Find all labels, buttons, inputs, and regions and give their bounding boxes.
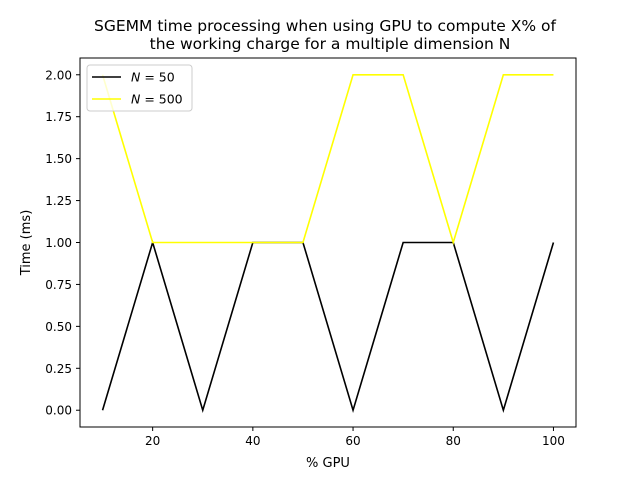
legend-label-variable: N bbox=[131, 92, 141, 107]
x-tick-label: 60 bbox=[345, 434, 360, 448]
x-tick-label: 40 bbox=[245, 434, 260, 448]
legend-label: N = 50 bbox=[131, 70, 175, 85]
y-tick-label: 1.25 bbox=[45, 194, 72, 208]
x-tick-label: 100 bbox=[542, 434, 565, 448]
x-tick-label: 20 bbox=[145, 434, 160, 448]
legend-label-value: = 50 bbox=[140, 70, 174, 85]
legend: N = 50N = 500 bbox=[86, 64, 193, 112]
series-line-n500 bbox=[101, 73, 554, 246]
legend-label: N = 500 bbox=[131, 92, 183, 107]
chart-title-line-1: SGEMM time processing when using GPU to … bbox=[94, 17, 556, 35]
y-tick-label: 0.75 bbox=[45, 278, 72, 292]
x-axis-ticks: 20 40 60 80 100 bbox=[145, 427, 565, 448]
legend-label-value: = 500 bbox=[140, 92, 182, 107]
x-tick-label: 80 bbox=[446, 434, 461, 448]
legend-label-variable: N bbox=[131, 70, 141, 85]
chart-title-line-2: the working charge for a multiple dimens… bbox=[150, 35, 511, 53]
y-tick-label: 2.00 bbox=[45, 68, 72, 82]
y-axis-label: Time (ms) bbox=[19, 210, 34, 277]
y-tick-label: 1.50 bbox=[45, 152, 72, 166]
y-tick-label: 0.50 bbox=[45, 320, 72, 334]
y-tick-label: 1.00 bbox=[45, 236, 72, 250]
y-tick-label: 1.75 bbox=[45, 110, 72, 124]
y-tick-label: 0.25 bbox=[45, 362, 72, 376]
series-lines bbox=[101, 73, 555, 414]
series-line-n50 bbox=[101, 239, 555, 414]
y-axis-ticks: 0.00 0.25 0.50 0.75 1.00 1.25 1.50 1.75 2.00 bbox=[45, 68, 80, 418]
y-tick-label: 0.00 bbox=[45, 404, 72, 418]
chart-title: SGEMM time processing when using GPU to … bbox=[94, 17, 556, 53]
x-axis-label: % GPU bbox=[306, 456, 350, 471]
